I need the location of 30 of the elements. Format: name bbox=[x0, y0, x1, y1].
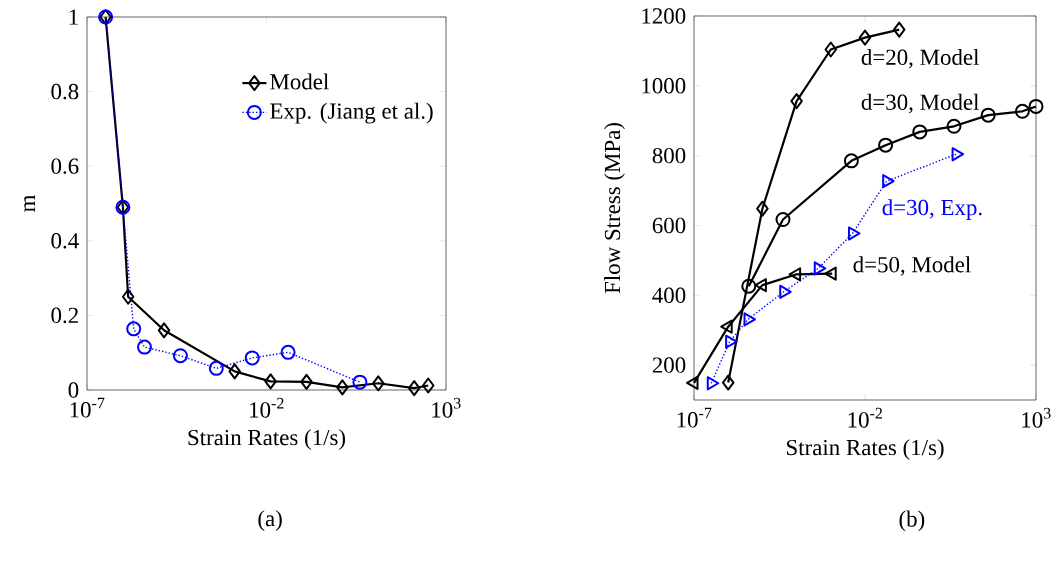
x-tick-label: 10$^{3}$ bbox=[1022, 407, 1051, 428]
y-tick-label: 0.6 bbox=[51, 158, 79, 174]
series-label: d=30, Model bbox=[861, 93, 979, 114]
x-axis-title: Strain Rates (1/s) bbox=[786, 439, 944, 460]
x-tick-label: 10$^{-7}$ bbox=[70, 397, 105, 418]
y-tick-label: 800 bbox=[652, 147, 686, 164]
legend-label: Model bbox=[270, 73, 329, 90]
series-label: d=20, Model bbox=[861, 48, 979, 69]
y-tick-label: 200 bbox=[652, 357, 686, 373]
y-axis-title: m bbox=[24, 194, 36, 212]
x-axis-title: Strain Rates (1/s) bbox=[188, 429, 346, 450]
y-tick-label: 400 bbox=[652, 287, 686, 303]
x-tick-label: 10$^{-2}$ bbox=[250, 397, 284, 418]
y-tick-label: 1200 bbox=[642, 8, 686, 24]
y-tick-label: 0.8 bbox=[51, 83, 79, 100]
x-tick-label: 10$^{-7}$ bbox=[677, 407, 712, 428]
text: (b) bbox=[899, 510, 925, 532]
legend-label: Exp. (Jiang et al.) bbox=[270, 102, 433, 124]
y-tick-label: 0.4 bbox=[51, 233, 79, 249]
y-tick-label: 0 bbox=[68, 382, 79, 398]
y-tick-label: 1000 bbox=[642, 78, 686, 94]
y-axis-title: Flow Stress (MPa) bbox=[604, 123, 625, 294]
y-tick-label: 1 bbox=[69, 9, 78, 25]
y-tick-label: 0.2 bbox=[51, 307, 78, 324]
text: (a) bbox=[258, 510, 282, 531]
x-tick-label: 10$^{-2}$ bbox=[848, 407, 883, 428]
x-tick-label: 10$^{3}$ bbox=[432, 397, 461, 418]
series-label: d=50, Model bbox=[853, 256, 971, 276]
series-label: d=30, Exp. bbox=[882, 199, 982, 220]
y-tick-label: 600 bbox=[652, 217, 686, 234]
